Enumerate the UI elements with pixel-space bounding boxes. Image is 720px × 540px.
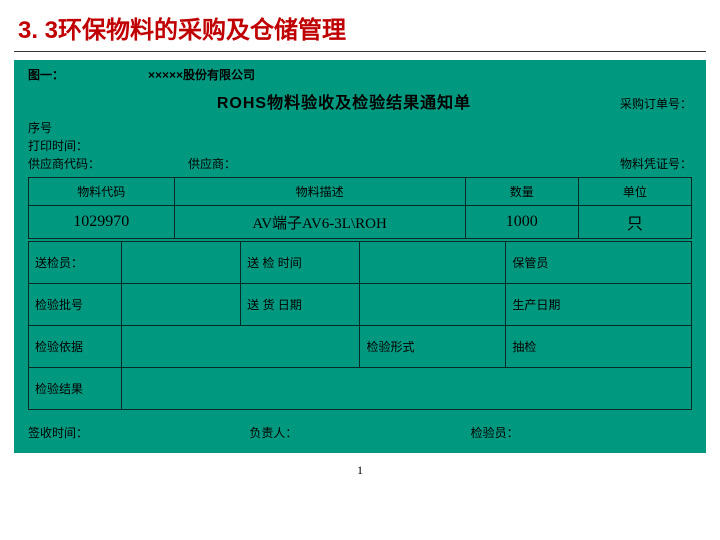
label-inspector: 检验员： [471, 424, 692, 441]
seq-label: 序号 [28, 119, 692, 137]
val-inspect-form: 抽检 [506, 326, 692, 368]
row-result: 检验结果 [29, 368, 692, 410]
label-recv-time: 签收时间： [28, 424, 249, 441]
inspection-table: 送检员： 送 检 时间 保管员 检验批号 送 货 日期 生产日期 检验依据 检验… [28, 241, 692, 410]
label-send-time: 送 检 时间 [241, 242, 360, 284]
label-batch: 检验批号 [29, 284, 122, 326]
val-batch [121, 284, 240, 326]
cell-qty: 1000 [465, 206, 578, 239]
label-responsible: 负责人： [249, 424, 470, 441]
label-keeper: 保管员 [506, 242, 692, 284]
company-name: ×××××股份有限公司 [148, 66, 255, 83]
order-no-label: 采购订单号： [620, 95, 692, 112]
supplier-row: 供应商代码： 供应商： 物料凭证号： [28, 155, 692, 173]
signature-row: 签收时间： 负责人： 检验员： [28, 424, 692, 441]
cell-code: 1029970 [29, 206, 175, 239]
label-deliver-date: 送 货 日期 [241, 284, 360, 326]
label-prod-date: 生产日期 [506, 284, 692, 326]
cell-unit: 只 [578, 206, 691, 239]
val-result [121, 368, 691, 410]
material-table: 物料代码 物料描述 数量 单位 1029970 AV端子AV6-3L\ROH 1… [28, 177, 692, 239]
th-unit: 单位 [578, 178, 691, 206]
th-qty: 数量 [465, 178, 578, 206]
page-number: 1 [14, 463, 706, 478]
val-send-time [360, 242, 506, 284]
val-send-inspector [121, 242, 240, 284]
label-send-inspector: 送检员： [29, 242, 122, 284]
print-time-label: 打印时间： [28, 137, 692, 155]
val-deliver-date [360, 284, 506, 326]
table-header-row: 物料代码 物料描述 数量 单位 [29, 178, 692, 206]
form-title-row: ROHS物料验收及检验结果通知单 采购订单号： [28, 89, 692, 113]
th-code: 物料代码 [29, 178, 175, 206]
row-batch: 检验批号 送 货 日期 生产日期 [29, 284, 692, 326]
row-basis: 检验依据 检验形式 抽检 [29, 326, 692, 368]
header-row: 图一： ×××××股份有限公司 [28, 66, 692, 83]
supplier-label: 供应商： [188, 155, 620, 173]
label-result: 检验结果 [29, 368, 122, 410]
voucher-label: 物料凭证号： [620, 155, 692, 173]
table-data-row: 1029970 AV端子AV6-3L\ROH 1000 只 [29, 206, 692, 239]
cell-desc: AV端子AV6-3L\ROH [174, 206, 465, 239]
form-container: 图一： ×××××股份有限公司 ROHS物料验收及检验结果通知单 采购订单号： … [14, 60, 706, 453]
supplier-code-label: 供应商代码： [28, 155, 188, 173]
val-basis [121, 326, 360, 368]
page-title: 3. 3环保物料的采购及仓储管理 [18, 10, 706, 45]
form-title: ROHS物料验收及检验结果通知单 [68, 89, 620, 113]
th-desc: 物料描述 [174, 178, 465, 206]
row-send-inspector: 送检员： 送 检 时间 保管员 [29, 242, 692, 284]
title-underline [14, 51, 706, 52]
label-inspect-form: 检验形式 [360, 326, 506, 368]
figure-label: 图一： [28, 66, 148, 83]
label-basis: 检验依据 [29, 326, 122, 368]
